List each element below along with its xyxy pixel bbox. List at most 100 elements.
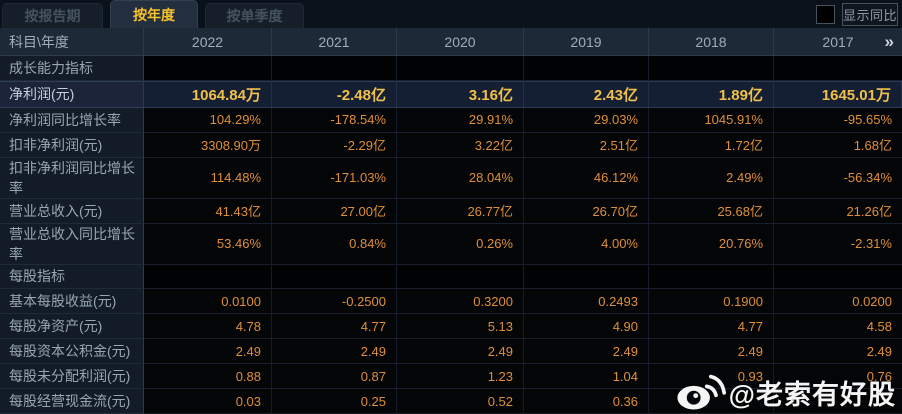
value-cell: -2.31% <box>774 223 902 265</box>
row-label: 每股经营现金流(元) <box>0 389 144 414</box>
year-header-2017: 2017» <box>822 31 894 51</box>
show-yoy-control: 显示同比 <box>816 3 898 26</box>
value-cell: 0.2493 <box>524 289 649 315</box>
value-cell: 3308.90万 <box>144 132 272 158</box>
value-cell <box>144 264 272 290</box>
value-cell: 2.51亿 <box>524 132 649 158</box>
table-row: 营业总收入(元) 41.43亿 27.00亿 26.77亿 26.70亿 25.68亿 21… <box>0 198 902 224</box>
value-cell <box>649 389 774 414</box>
value-cell: 25.68亿 <box>649 198 774 224</box>
value-cell: 2.49% <box>649 157 774 199</box>
value-cell: 0.52 <box>397 389 524 414</box>
value-cell: 0.3200 <box>397 289 524 315</box>
value-cell <box>774 56 902 81</box>
value-cell: 1045.91% <box>649 107 774 133</box>
value-cell: 1.68亿 <box>774 132 902 158</box>
table-body: 成长能力指标 净利润(元) 1064.84万 -2.48亿 3.16亿 2.43亿 1.89… <box>0 56 902 414</box>
show-yoy-checkbox[interactable] <box>816 5 835 24</box>
value-cell: 4.77 <box>649 314 774 340</box>
chevron-double-right-icon[interactable]: » <box>884 31 894 51</box>
year-header-2021: 2021 <box>272 28 397 55</box>
value-cell: 4.78 <box>144 314 272 340</box>
value-cell: 4.58 <box>774 314 902 340</box>
table-header-row: 科目\年度 2022 2021 2020 2019 2018 2017» <box>0 28 902 56</box>
value-cell <box>774 264 902 290</box>
value-cell <box>649 264 774 290</box>
value-cell <box>774 389 902 414</box>
row-label: 扣非净利润(元) <box>0 132 144 158</box>
row-label: 每股资本公积金(元) <box>0 339 144 365</box>
year-header-2018: 2018 <box>649 28 774 55</box>
value-cell: 53.46% <box>144 223 272 265</box>
value-cell: 2.49 <box>649 339 774 365</box>
value-cell: 28.04% <box>397 157 524 199</box>
value-cell: 2.49 <box>524 339 649 365</box>
value-cell: 29.91% <box>397 107 524 133</box>
value-cell <box>144 56 272 81</box>
value-cell: 1645.01万 <box>774 81 902 107</box>
value-cell: 4.00% <box>524 223 649 265</box>
value-cell <box>649 56 774 81</box>
table-row: 营业总收入同比增长率 53.46% 0.84% 0.26% 4.00% 20.76% -2.… <box>0 223 902 265</box>
value-cell: 0.36 <box>524 389 649 414</box>
table-row: 每股资本公积金(元) 2.49 2.49 2.49 2.49 2.49 2.49 <box>0 339 902 365</box>
value-cell: -171.03% <box>272 157 397 199</box>
row-label: 净利润(元) <box>0 81 144 107</box>
value-cell: 46.12% <box>524 157 649 199</box>
value-cell: 41.43亿 <box>144 198 272 224</box>
value-cell: -2.48亿 <box>272 81 397 107</box>
value-cell: 0.76 <box>774 364 902 390</box>
row-label: 净利润同比增长率 <box>0 107 144 133</box>
value-cell: 26.77亿 <box>397 198 524 224</box>
value-cell: 2.49 <box>144 339 272 365</box>
value-cell: -0.2500 <box>272 289 397 315</box>
value-cell: 3.22亿 <box>397 132 524 158</box>
table-row: 扣非净利润(元) 3308.90万 -2.29亿 3.22亿 2.51亿 1.72亿 1.6… <box>0 132 902 158</box>
corner-header: 科目\年度 <box>0 28 144 55</box>
tab-by-quarter[interactable]: 按单季度 <box>205 3 304 28</box>
row-label: 基本每股收益(元) <box>0 289 144 315</box>
value-cell: 1.89亿 <box>649 81 774 107</box>
value-cell <box>524 56 649 81</box>
table-row: 扣非净利润同比增长率 114.48% -171.03% 28.04% 46.12% 2.4… <box>0 157 902 199</box>
table-row: 每股净资产(元) 4.78 4.77 5.13 4.90 4.77 4.58 <box>0 314 902 340</box>
year-header-2022: 2022 <box>144 28 272 55</box>
value-cell: 0.0100 <box>144 289 272 315</box>
tab-by-report-period[interactable]: 按报告期 <box>2 3 103 28</box>
value-cell: 1064.84万 <box>144 81 272 107</box>
value-cell: 0.87 <box>272 364 397 390</box>
row-label: 营业总收入(元) <box>0 198 144 224</box>
show-yoy-label[interactable]: 显示同比 <box>842 3 898 26</box>
section-label: 每股指标 <box>0 264 144 290</box>
value-cell: 27.00亿 <box>272 198 397 224</box>
value-cell <box>272 56 397 81</box>
value-cell: 114.48% <box>144 157 272 199</box>
value-cell: 29.03% <box>524 107 649 133</box>
table-row: 每股经营现金流(元) 0.03 0.25 0.52 0.36 <box>0 389 902 414</box>
value-cell: -178.54% <box>272 107 397 133</box>
value-cell <box>397 56 524 81</box>
table-row: 每股未分配利润(元) 0.88 0.87 1.23 1.04 0.93 0.76 <box>0 364 902 390</box>
tab-by-year[interactable]: 按年度 <box>110 0 198 28</box>
value-cell: 4.77 <box>272 314 397 340</box>
value-cell: 2.49 <box>397 339 524 365</box>
section-label: 成长能力指标 <box>0 56 144 81</box>
value-cell: 2.43亿 <box>524 81 649 107</box>
row-label: 每股净资产(元) <box>0 314 144 340</box>
value-cell: -56.34% <box>774 157 902 199</box>
table-row: 基本每股收益(元) 0.0100 -0.2500 0.3200 0.2493 0.1900… <box>0 289 902 315</box>
value-cell: 0.93 <box>649 364 774 390</box>
value-cell <box>524 264 649 290</box>
value-cell: -2.29亿 <box>272 132 397 158</box>
value-cell: 104.29% <box>144 107 272 133</box>
value-cell: -95.65% <box>774 107 902 133</box>
value-cell: 0.25 <box>272 389 397 414</box>
table-row: 净利润(元) 1064.84万 -2.48亿 3.16亿 2.43亿 1.89亿 1645.… <box>0 80 902 108</box>
value-cell <box>397 264 524 290</box>
value-cell: 0.88 <box>144 364 272 390</box>
value-cell: 26.70亿 <box>524 198 649 224</box>
value-cell: 3.16亿 <box>397 81 524 107</box>
row-label: 营业总收入同比增长率 <box>0 223 144 265</box>
value-cell: 1.04 <box>524 364 649 390</box>
